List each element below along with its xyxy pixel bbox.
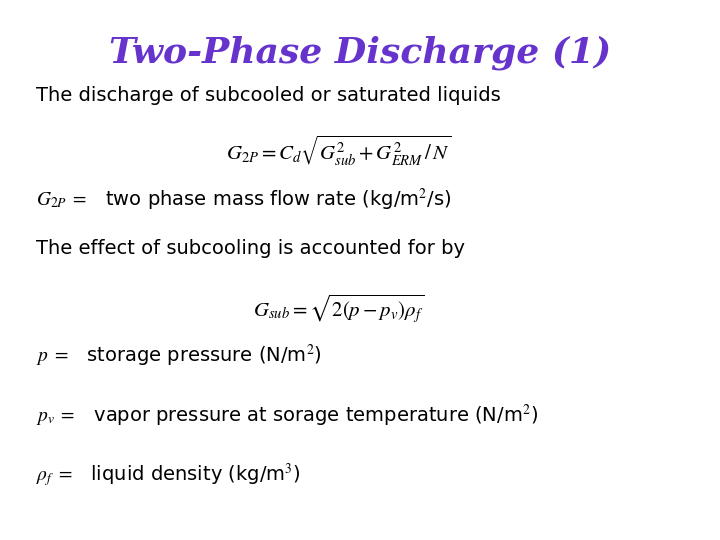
Text: The effect of subcooling is accounted for by: The effect of subcooling is accounted fo… <box>36 239 465 258</box>
Text: The discharge of subcooled or saturated liquids: The discharge of subcooled or saturated … <box>36 86 500 105</box>
Text: $\rho_f\; =\;$  liquid density (kg/m$^3$): $\rho_f\; =\;$ liquid density (kg/m$^3$) <box>36 461 301 489</box>
Text: $p\; =\;$  storage pressure (N/m$^2$): $p\; =\;$ storage pressure (N/m$^2$) <box>36 343 322 369</box>
Text: $G_{2P}\; =\;$  two phase mass flow rate (kg/m$^2$/s): $G_{2P}\; =\;$ two phase mass flow rate … <box>36 187 451 213</box>
Text: $p_v\; =\;$  vapor pressure at sorage temperature (N/m$^2$): $p_v\; =\;$ vapor pressure at sorage tem… <box>36 403 538 429</box>
Text: $G_{sub} = \sqrt{2(p - p_v)\rho_f}$: $G_{sub} = \sqrt{2(p - p_v)\rho_f}$ <box>253 292 424 323</box>
Text: $G_{2P} = C_d\sqrt{G^2_{sub} + G^2_{ERM}\, /\, N}$: $G_{2P} = C_d\sqrt{G^2_{sub} + G^2_{ERM}… <box>226 134 451 168</box>
Text: Two-Phase Discharge (1): Two-Phase Discharge (1) <box>109 35 611 70</box>
